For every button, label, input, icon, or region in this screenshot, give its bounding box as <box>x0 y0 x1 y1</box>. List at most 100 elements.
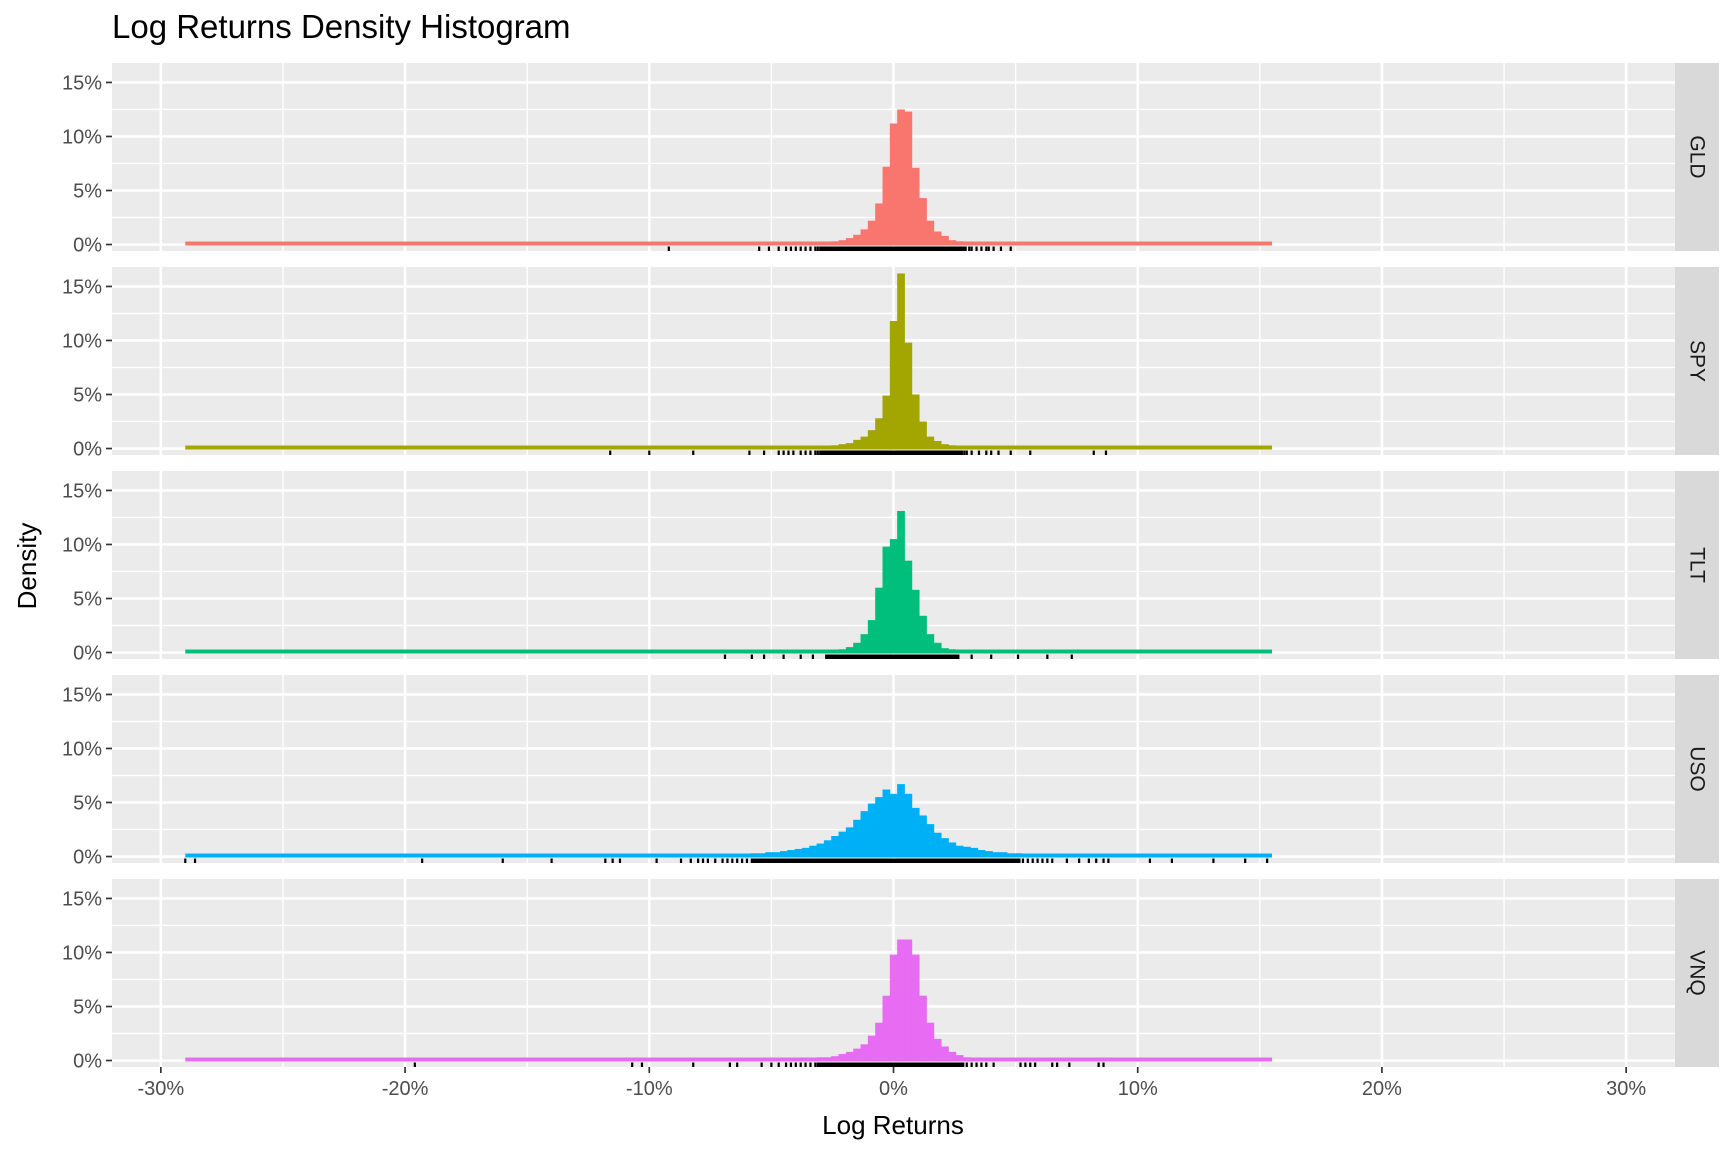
histogram-bar <box>838 444 847 449</box>
rug-band <box>817 1062 965 1067</box>
rug-band <box>820 246 967 251</box>
histogram-bar <box>867 803 876 857</box>
histogram-bar <box>875 587 883 653</box>
histogram-bar <box>845 827 854 857</box>
histogram-bar <box>911 589 920 653</box>
histogram-bar <box>809 845 817 857</box>
histogram-bar <box>750 853 759 857</box>
histogram-bar <box>955 845 964 857</box>
histogram-bar <box>816 241 825 245</box>
histogram-bar <box>933 832 942 857</box>
histogram-bar <box>1043 853 1052 857</box>
histogram-bar <box>779 851 788 857</box>
facet-panel-gld: 0% 5% 10% 15% GLD <box>62 63 1719 257</box>
facet-strip <box>1675 471 1719 659</box>
histogram-bar <box>882 546 891 653</box>
histogram-bar <box>963 445 971 449</box>
histogram-baseline <box>185 445 1273 450</box>
histogram-bar <box>889 321 898 449</box>
facet-panel-tlt: 0% 5% 10% 15% TLT <box>62 471 1719 665</box>
facet-strip <box>1675 63 1719 251</box>
histogram-bar <box>794 1057 803 1061</box>
histogram-bar <box>860 634 869 653</box>
x-tick-label: -10% <box>626 1078 673 1100</box>
histogram-bar <box>772 852 781 857</box>
histogram-bar <box>845 443 854 449</box>
histogram-bar <box>919 815 927 857</box>
y-tick-label: 0% <box>73 643 102 665</box>
histogram-bar <box>926 634 935 653</box>
histogram-bar <box>977 241 986 245</box>
histogram-bar <box>985 1057 993 1061</box>
histogram-bar <box>970 847 979 857</box>
histogram-bar <box>867 430 876 449</box>
histogram-bar <box>1014 853 1023 857</box>
histogram-bar <box>919 198 927 245</box>
histogram-bar <box>919 615 927 653</box>
histogram-bar <box>801 847 810 857</box>
y-tick-label: 0% <box>73 847 102 869</box>
histogram-bar <box>787 850 795 857</box>
histogram-bar <box>823 241 832 245</box>
histogram-bar <box>911 394 920 449</box>
y-tick-label: 10% <box>62 330 102 352</box>
x-tick-label: -30% <box>137 1078 184 1100</box>
histogram-bar <box>882 995 891 1061</box>
rug-band <box>751 858 1021 863</box>
histogram-bar <box>897 109 905 245</box>
histogram-bar <box>845 1051 854 1061</box>
histogram-bar <box>933 440 942 449</box>
histogram-bar <box>985 851 993 857</box>
histogram-bar <box>1051 853 1059 857</box>
histogram-bar <box>970 1057 979 1061</box>
histogram-bar <box>1029 853 1037 857</box>
histogram-bar <box>911 167 920 245</box>
histogram-bar <box>860 436 869 449</box>
histogram-bar <box>955 445 964 449</box>
histogram-bar <box>948 1051 957 1061</box>
histogram-bar <box>853 819 861 857</box>
y-tick-label: 15% <box>62 276 102 298</box>
histogram-baseline <box>185 649 1273 654</box>
histogram-bar <box>735 853 744 857</box>
histogram-bar <box>794 445 803 449</box>
histogram-bar <box>963 649 971 653</box>
histogram-bar <box>985 241 993 245</box>
histogram-bar <box>970 241 979 245</box>
histogram-bar <box>911 954 920 1061</box>
y-tick-label: 15% <box>62 72 102 94</box>
histogram-bar <box>831 445 839 449</box>
facet-strip-label: SPY <box>1686 340 1709 382</box>
facet-strip-label: USO <box>1686 746 1709 792</box>
y-tick-label: 10% <box>62 126 102 148</box>
y-tick-label: 15% <box>62 888 102 910</box>
histogram-bar <box>948 445 957 449</box>
histogram-bar <box>985 445 993 449</box>
y-tick-label: 10% <box>62 942 102 964</box>
histogram-bar <box>801 241 810 245</box>
x-tick-label: 10% <box>1118 1078 1158 1100</box>
histogram-bar <box>955 649 964 653</box>
histogram-bar <box>845 647 854 653</box>
x-tick-label: 0% <box>879 1078 908 1100</box>
histogram-bar <box>809 241 817 245</box>
histogram-bar <box>926 824 935 857</box>
histogram-bar <box>838 240 847 245</box>
histogram-bar <box>816 445 825 449</box>
y-tick-label: 0% <box>73 439 102 461</box>
facet-panel-uso: 0% 5% 10% 15% USO <box>62 675 1719 869</box>
y-tick-label: 5% <box>73 180 102 202</box>
histogram-bar <box>853 1048 861 1061</box>
histogram-bar <box>853 234 861 245</box>
histogram-bar <box>816 1057 825 1061</box>
histogram-bar <box>933 1038 942 1061</box>
histogram-bar <box>897 939 905 1061</box>
histogram-bar <box>963 241 971 245</box>
histogram-bar <box>941 235 949 245</box>
rug-band <box>820 450 962 455</box>
histogram-bar <box>860 811 869 857</box>
facet-strip <box>1675 267 1719 455</box>
facet-strip-label: TLT <box>1686 547 1709 583</box>
histogram-bar <box>904 560 913 653</box>
histogram-bar <box>926 436 935 449</box>
